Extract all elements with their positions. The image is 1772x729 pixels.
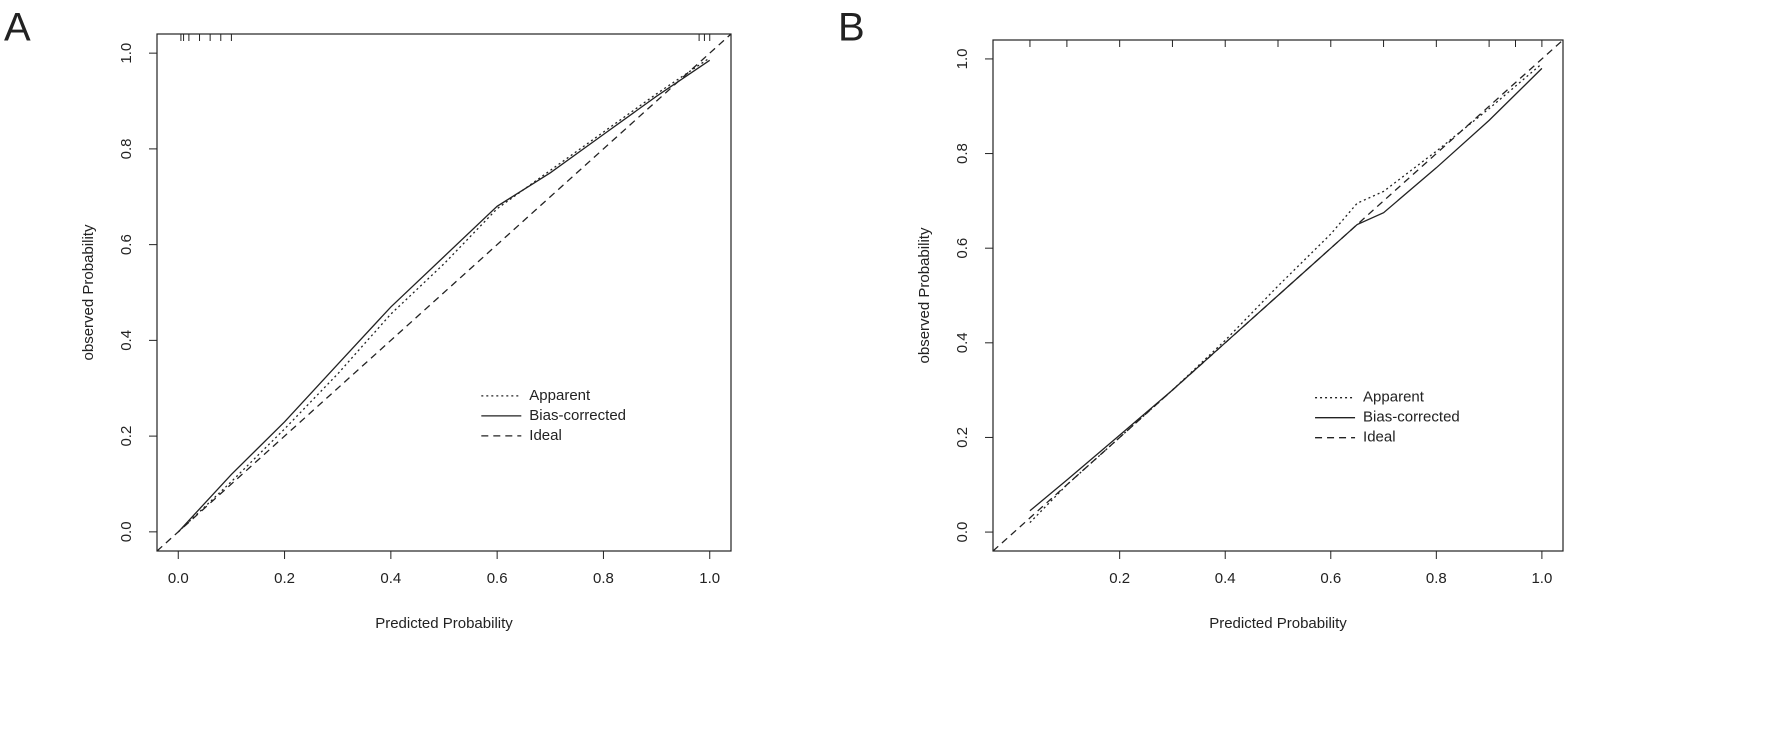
y-axis-label: observed Probability [916,227,933,363]
y-tick-label: 0.8 [118,138,135,159]
legend-label: Ideal [529,427,562,444]
panel-label: A [4,6,31,50]
x-tick-label: 0.4 [380,570,401,587]
x-tick-label: 0.8 [593,570,614,587]
x-tick-label: 0.4 [1215,570,1236,587]
x-tick-label: 0.2 [274,570,295,587]
series-line [1029,63,1543,524]
series-line [1029,67,1543,512]
y-tick-label: 0.6 [118,234,135,255]
x-tick-label: 0.8 [1426,570,1447,587]
x-tick-label: 0.6 [1320,570,1341,587]
y-tick-label: 0.0 [118,521,135,542]
x-tick-label: 1.0 [1531,570,1552,587]
series-line [157,34,731,551]
legend-label: Bias-corrected [1363,409,1460,426]
y-tick-label: 1.0 [118,43,135,64]
series-line [993,40,1563,551]
panel-label: B [838,6,865,50]
y-tick-label: 0.6 [954,238,971,259]
y-tick-label: 0.4 [118,330,135,351]
y-tick-label: 0.4 [954,332,971,353]
x-tick-label: 0.0 [168,570,189,587]
y-tick-label: 0.2 [118,426,135,447]
legend-label: Apparent [1363,389,1425,406]
legend-label: Bias-corrected [529,407,626,424]
legend-label: Ideal [1363,429,1396,446]
y-tick-label: 0.0 [954,522,971,543]
x-axis-label: Predicted Probability [375,615,513,632]
legend-label: Apparent [529,387,591,404]
y-tick-label: 0.8 [954,143,971,164]
x-tick-label: 0.6 [487,570,508,587]
x-tick-label: 1.0 [699,570,720,587]
x-axis-label: Predicted Probability [1209,615,1347,632]
series-line [177,59,711,533]
plot-frame [156,33,732,552]
y-axis-label: observed Probability [80,224,97,360]
y-tick-label: 1.0 [954,48,971,69]
y-tick-label: 0.2 [954,427,971,448]
x-tick-label: 0.2 [1109,570,1130,587]
